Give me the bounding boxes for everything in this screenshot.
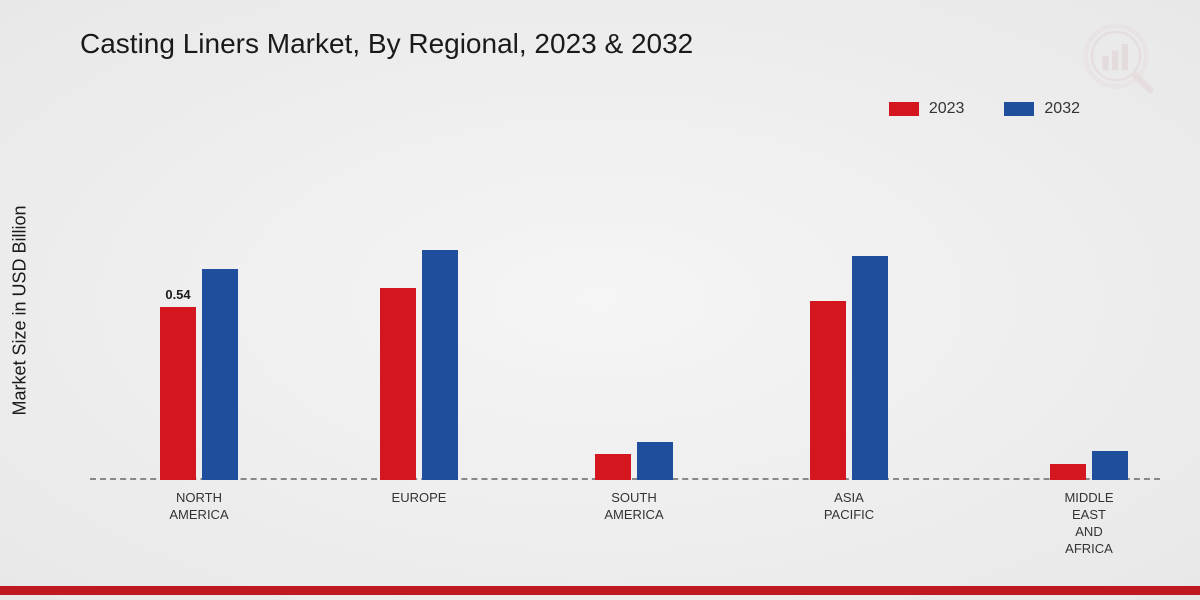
legend-swatch-2023 [889,102,919,116]
chart-plot-area: 0.54 [90,160,1160,480]
bar-2023 [380,288,416,480]
bar-2032 [1092,451,1128,480]
bar-2032 [202,269,238,480]
chart-title: Casting Liners Market, By Regional, 2023… [80,28,693,60]
bar-2023 [810,301,846,480]
bar-group [595,442,673,480]
bar-group: 0.54 [160,269,238,480]
x-tick-label: SOUTH AMERICA [604,490,663,524]
legend-label-2023: 2023 [929,100,965,118]
bar-2023 [1050,464,1086,480]
watermark-logo-icon [1080,20,1160,100]
legend-item-2023: 2023 [889,100,965,118]
y-axis-label: Market Size in USD Billion [10,205,31,415]
bar-group [810,256,888,480]
bar-group [380,250,458,480]
bottom-accent-bar [0,586,1200,600]
legend: 2023 2032 [889,100,1080,118]
bar-2023 [595,454,631,480]
bar-2023: 0.54 [160,307,196,480]
legend-item-2032: 2032 [1004,100,1080,118]
bar-group [1050,451,1128,480]
bar-2032 [637,442,673,480]
bar-2032 [852,256,888,480]
x-tick-label: NORTH AMERICA [169,490,228,524]
x-axis-labels: NORTH AMERICA EUROPE SOUTH AMERICA ASIA PAC… [90,490,1160,560]
legend-swatch-2032 [1004,102,1034,116]
bar-value-label: 0.54 [165,287,190,302]
bar-2032 [422,250,458,480]
legend-label-2032: 2032 [1044,100,1080,118]
x-tick-label: ASIA PACIFIC [824,490,874,524]
x-tick-label: MIDDLE EAST AND AFRICA [1064,490,1113,558]
x-tick-label: EUROPE [392,490,447,507]
